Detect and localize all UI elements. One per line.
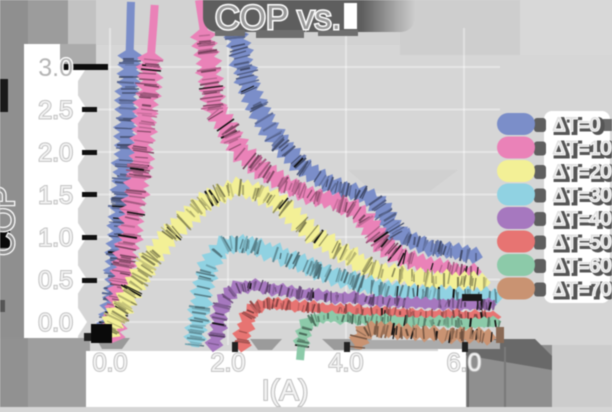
svg-text:ΔT=0: ΔT=0 [552,114,600,136]
svg-text:0.5: 0.5 [38,267,73,295]
svg-text:ΔT=10: ΔT=10 [552,138,612,160]
svg-text:ΔT=20: ΔT=20 [552,161,612,183]
svg-text:0.0: 0.0 [93,349,128,377]
svg-text:2.0: 2.0 [38,139,73,167]
svg-text:COP: COP [0,186,21,255]
svg-text:ΔT=30: ΔT=30 [555,187,612,209]
svg-text:3.0: 3.0 [38,54,73,82]
svg-text:ΔT=50: ΔT=50 [552,232,612,254]
svg-text:ΔT=60: ΔT=60 [555,257,612,279]
svg-text:ΔT=0: ΔT=0 [555,116,603,138]
svg-text:ΔT=70: ΔT=70 [552,279,612,301]
svg-text:ΔT=10: ΔT=10 [555,140,612,162]
svg-text:ΔT=40: ΔT=40 [552,208,612,230]
svg-text:ΔT=30: ΔT=30 [552,185,612,207]
svg-text:2.0: 2.0 [211,349,246,377]
svg-text:ΔT=40: ΔT=40 [555,210,612,232]
svg-text:1.5: 1.5 [38,182,73,210]
svg-text:0.0: 0.0 [38,309,73,337]
svg-text:ΔT=60: ΔT=60 [552,255,612,277]
svg-text:I(A): I(A) [262,375,309,407]
svg-text:2.5: 2.5 [38,97,73,125]
svg-text:ΔT=70: ΔT=70 [555,281,612,303]
svg-text:6.0: 6.0 [447,349,482,377]
svg-text:COP vs.: COP vs. [215,0,341,37]
svg-text:1.0: 1.0 [38,224,73,252]
svg-text:ΔT=20: ΔT=20 [555,163,612,185]
svg-text:4.0: 4.0 [329,349,364,377]
svg-text:ΔT=50: ΔT=50 [555,234,612,256]
